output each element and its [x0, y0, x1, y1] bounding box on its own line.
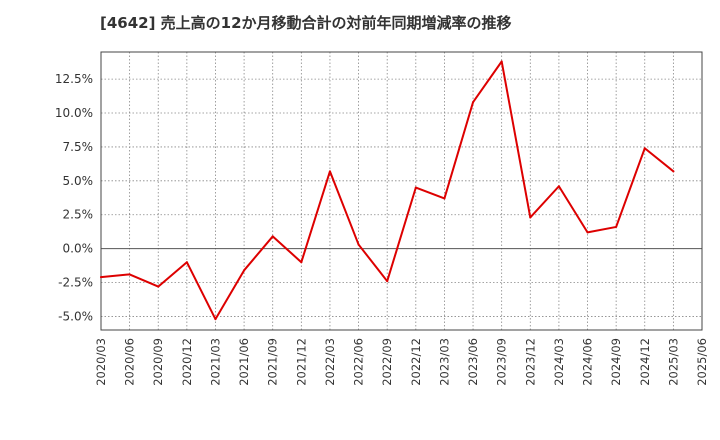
x-tick-label: 2023/03 — [437, 338, 451, 386]
y-tick-label: 5.0% — [63, 174, 94, 188]
x-tick-label: 2021/09 — [266, 338, 280, 386]
data-point — [586, 231, 589, 234]
data-point — [672, 170, 675, 173]
x-tick-label: 2021/06 — [237, 338, 251, 386]
data-point — [643, 147, 646, 150]
x-tick-label: 2024/06 — [581, 338, 595, 386]
data-point — [443, 197, 446, 200]
x-tick-label: 2020/12 — [180, 338, 194, 386]
x-tick-label: 2024/12 — [638, 338, 652, 386]
data-point — [557, 185, 560, 188]
x-tick-label: 2020/06 — [123, 338, 137, 386]
x-tick-label: 2022/06 — [352, 338, 366, 386]
y-tick-label: 2.5% — [63, 208, 94, 222]
data-point — [500, 60, 503, 63]
data-point — [357, 243, 360, 246]
x-tick-label: 2021/03 — [208, 338, 222, 386]
x-tick-label: 2021/12 — [294, 338, 308, 386]
y-tick-label: -5.0% — [58, 309, 93, 323]
data-point — [271, 235, 274, 238]
x-tick-label: 2025/06 — [695, 338, 709, 386]
data-point — [529, 216, 532, 219]
plot-frame — [100, 51, 703, 331]
grid-lines — [100, 52, 703, 330]
x-tick-labels: 2020/03 2020/06 2020/09 2020/12 2021/03 2021/… — [94, 338, 709, 386]
y-tick-label: -2.5% — [58, 276, 93, 290]
axes — [100, 51, 703, 331]
x-tick-label: 2022/12 — [409, 338, 423, 386]
y-tick-label: 10.0% — [55, 106, 93, 120]
y-tick-label: 0.0% — [63, 242, 94, 256]
x-tick-label: 2024/03 — [552, 338, 566, 386]
x-tick-label: 2020/03 — [94, 338, 108, 386]
data-point — [472, 101, 475, 104]
x-tick-label: 2023/12 — [523, 338, 537, 386]
data-point — [386, 280, 389, 283]
data-point — [185, 261, 188, 264]
series — [100, 60, 675, 321]
data-point — [615, 225, 618, 228]
data-point — [243, 269, 246, 272]
data-point — [100, 276, 102, 279]
x-tick-label: 2024/09 — [609, 338, 623, 386]
data-point — [300, 261, 303, 264]
chart-title: [4642] 売上高の12か月移動合計の対前年同期増減率の推移 — [100, 14, 512, 32]
data-point — [214, 318, 217, 321]
x-tick-label: 2022/09 — [380, 338, 394, 386]
y-tick-label: 7.5% — [63, 140, 94, 154]
data-point — [414, 186, 417, 189]
data-point — [328, 170, 331, 173]
x-tick-label: 2023/09 — [495, 338, 509, 386]
y-tick-label: 12.5% — [55, 72, 93, 86]
x-tick-label: 2020/09 — [151, 338, 165, 386]
y-tick-labels: 12.5% 10.0% 7.5% 5.0% 2.5% 0.0% -2.5% -5.0% — [55, 72, 93, 323]
x-tick-label: 2025/03 — [666, 338, 680, 386]
x-tick-label: 2022/03 — [323, 338, 337, 386]
x-tick-label: 2023/06 — [466, 338, 480, 386]
data-point — [157, 285, 160, 288]
data-point — [128, 273, 131, 276]
